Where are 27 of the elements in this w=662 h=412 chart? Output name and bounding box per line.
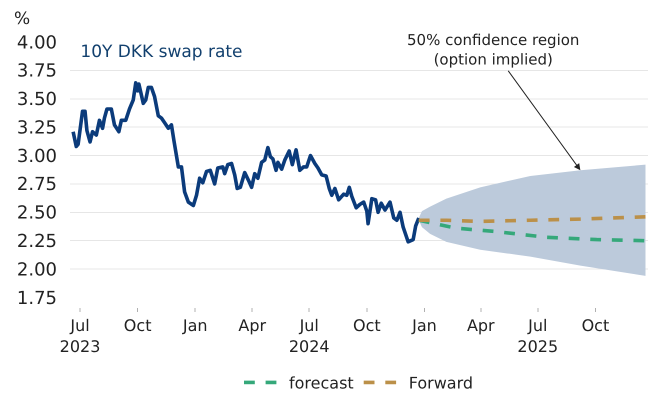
y-tick-label: 2.00 bbox=[16, 259, 57, 280]
chart-title: 10Y DKK swap rate bbox=[80, 42, 243, 62]
y-tick-label: 2.75 bbox=[16, 174, 57, 196]
y-tick-label: 4.00 bbox=[16, 32, 57, 54]
annotation: 50% confidence region (option implied) bbox=[407, 31, 580, 68]
y-tick-label: 3.00 bbox=[16, 146, 57, 167]
line-series bbox=[71, 81, 421, 244]
y-tick-label: 1.75 bbox=[16, 288, 57, 309]
y-tick-label: 3.75 bbox=[16, 60, 57, 82]
legend-label: forecast bbox=[289, 374, 354, 393]
y-tick-label: 3.50 bbox=[16, 89, 57, 110]
x-tick-label: Jan bbox=[411, 316, 437, 336]
x-tick-label: Apr bbox=[466, 316, 496, 336]
x-tick-label: Oct bbox=[352, 316, 381, 336]
legend-label: Forward bbox=[408, 374, 474, 393]
x-tick-label: Jul 2025 bbox=[517, 316, 558, 356]
x-tick-label: Jan bbox=[182, 316, 208, 336]
x-tick-label: Oct bbox=[124, 316, 152, 336]
x-tick-label: Jul 2024 bbox=[288, 316, 330, 356]
y-tick-label: 2.50 bbox=[16, 202, 57, 224]
x-tick-label: Apr bbox=[238, 316, 266, 336]
y-tick-label: 3.25 bbox=[16, 117, 57, 138]
y-axis-title: % bbox=[14, 9, 30, 29]
line-series bbox=[417, 218, 648, 242]
y-tick-label: 2.25 bbox=[16, 230, 57, 252]
x-tick-label: Oct bbox=[582, 316, 610, 336]
x-tick-label: Jul 2023 bbox=[60, 316, 100, 356]
